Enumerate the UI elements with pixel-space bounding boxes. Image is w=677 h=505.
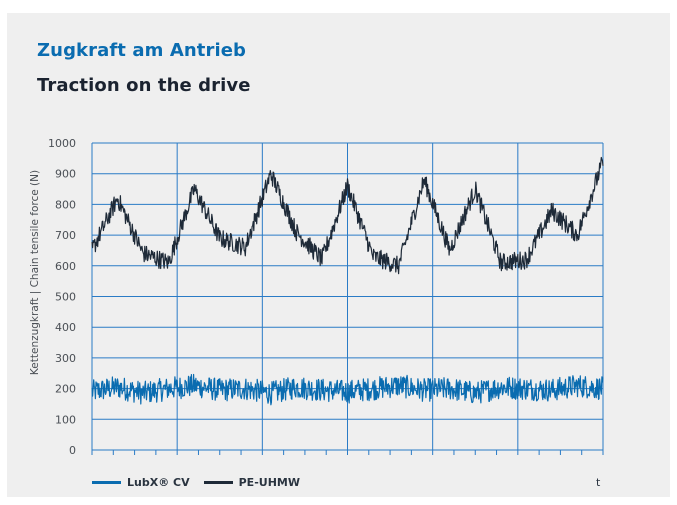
legend-item-pe-uhmw: PE-UHMW [203, 476, 300, 489]
y-tick-label-200: 200 [55, 383, 76, 396]
legend-label-pe-uhmw: PE-UHMW [238, 476, 300, 489]
y-tick-label-800: 800 [55, 198, 76, 211]
y-tick-label-400: 400 [55, 321, 76, 334]
y-tick-label-500: 500 [55, 291, 76, 304]
legend-swatch-pe-uhmw [203, 481, 233, 484]
legend-item-lubx: LubX® CV [92, 476, 190, 489]
y-tick-label-1000: 1000 [48, 137, 76, 150]
series-line-lubx [91, 373, 604, 406]
y-tick-label-700: 700 [55, 229, 76, 242]
y-tick-label-100: 100 [55, 413, 76, 426]
chart-card [7, 13, 670, 497]
y-tick-label-300: 300 [55, 352, 76, 365]
y-tick-label-600: 600 [55, 260, 76, 273]
y-axis-label: Kettenzugkraft | Chain tensile force (N) [29, 170, 41, 375]
legend-label-lubx: LubX® CV [127, 476, 190, 489]
y-tick-label-900: 900 [55, 168, 76, 181]
chart-title-german: Zugkraft am Antrieb [37, 40, 247, 61]
chart-title-english: Traction on the drive [37, 75, 251, 96]
y-tick-label-0: 0 [69, 444, 76, 457]
legend-swatch-lubx [92, 481, 121, 484]
x-axis-label: t [596, 476, 601, 489]
series-line-pe-uhmw [91, 156, 604, 275]
chart-legend: LubX® CV PE-UHMW [92, 476, 314, 489]
